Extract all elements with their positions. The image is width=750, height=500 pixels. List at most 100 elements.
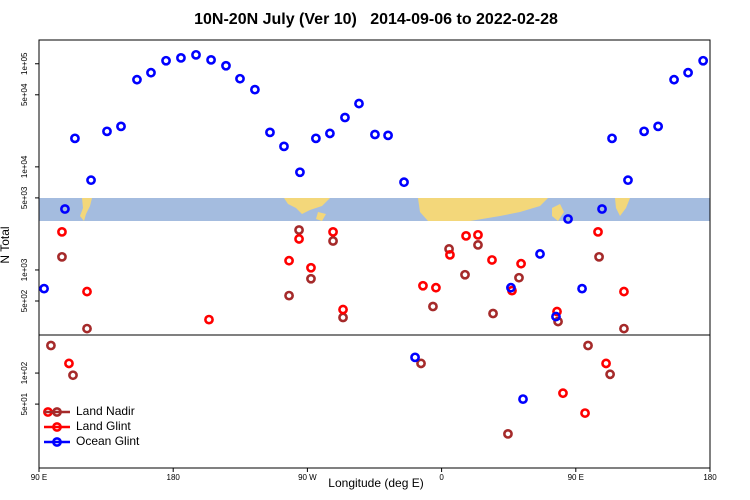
point (57, 251, 67, 262)
point (306, 262, 316, 273)
point (683, 67, 693, 78)
point (328, 226, 338, 237)
point (410, 352, 420, 363)
point (191, 49, 201, 60)
point (46, 340, 56, 351)
point (82, 323, 92, 334)
point (487, 255, 497, 265)
y-tick-label: 5e+04 (20, 83, 29, 106)
point (328, 236, 338, 246)
point (60, 204, 70, 214)
point (82, 286, 92, 297)
point (39, 283, 49, 294)
point (473, 240, 483, 250)
point (132, 74, 142, 85)
point (619, 323, 629, 334)
point (57, 226, 67, 237)
point (279, 141, 289, 152)
legend-marker (52, 407, 62, 417)
point (431, 282, 441, 293)
point (418, 280, 428, 291)
point (338, 312, 348, 323)
point (354, 98, 364, 109)
legend-marker (52, 437, 62, 447)
legend-label: Land Glint (76, 419, 131, 433)
point (593, 226, 603, 237)
point (235, 73, 245, 84)
point (221, 60, 231, 71)
y-tick-label: 5e+01 (20, 392, 29, 415)
point (698, 55, 709, 66)
point (488, 308, 498, 319)
point (601, 358, 611, 369)
point (146, 67, 156, 78)
point (70, 133, 80, 144)
point (563, 214, 573, 224)
point (370, 129, 380, 140)
y-tick-label: 5e+03 (20, 186, 29, 209)
point (206, 55, 216, 65)
x-tick-label: 180 (167, 473, 181, 482)
legend-label: Ocean Glint (76, 434, 140, 448)
point (461, 230, 471, 241)
y-tick-label: 5e+02 (20, 289, 29, 312)
point (383, 130, 393, 141)
point (265, 127, 275, 138)
point (460, 269, 470, 280)
point (653, 121, 664, 132)
point (473, 229, 483, 240)
point (607, 133, 617, 144)
point (445, 249, 455, 260)
point (340, 112, 350, 123)
x-tick-label: 180 (703, 473, 717, 482)
y-tick-label: 1e+02 (20, 361, 29, 384)
y-axis-label: N Total (0, 226, 12, 263)
point (416, 358, 426, 369)
point (68, 370, 78, 381)
point (580, 408, 590, 418)
point (669, 74, 679, 85)
x-axis-label: Longitude (deg E) (328, 476, 423, 490)
point (310, 133, 321, 144)
point (516, 258, 526, 269)
chart-title: 10N-20N July (Ver 10) 2014-09-06 to 2022… (194, 11, 558, 28)
point (623, 175, 633, 186)
point (399, 177, 409, 188)
x-tick-label: 90 E (31, 473, 47, 482)
point (428, 301, 438, 312)
point (294, 234, 304, 244)
plot-frame (38, 39, 711, 469)
point (102, 126, 112, 137)
point (295, 167, 305, 178)
point (284, 290, 294, 301)
point (619, 286, 629, 297)
point (306, 273, 316, 284)
point (116, 121, 126, 132)
point (325, 128, 335, 139)
point (514, 272, 524, 283)
point (250, 84, 260, 95)
point (161, 55, 171, 66)
x-tick-label: 90 W (298, 473, 317, 482)
point (558, 388, 568, 399)
legend-marker (52, 422, 62, 432)
point (518, 394, 528, 405)
y-tick-label: 1e+05 (20, 52, 29, 75)
point (64, 358, 74, 369)
point (594, 251, 604, 262)
x-tick-label: 0 (439, 473, 444, 482)
point (577, 283, 587, 294)
point (605, 369, 615, 380)
point (552, 306, 562, 317)
point (535, 249, 545, 259)
point (503, 428, 513, 439)
point (176, 52, 186, 63)
point (338, 304, 348, 315)
point (551, 311, 561, 322)
x-tick-label: 90 E (568, 473, 584, 482)
legend-label: Land Nadir (76, 404, 135, 418)
point (597, 204, 607, 214)
point (639, 126, 649, 137)
y-tick-label: 1e+03 (20, 258, 29, 281)
